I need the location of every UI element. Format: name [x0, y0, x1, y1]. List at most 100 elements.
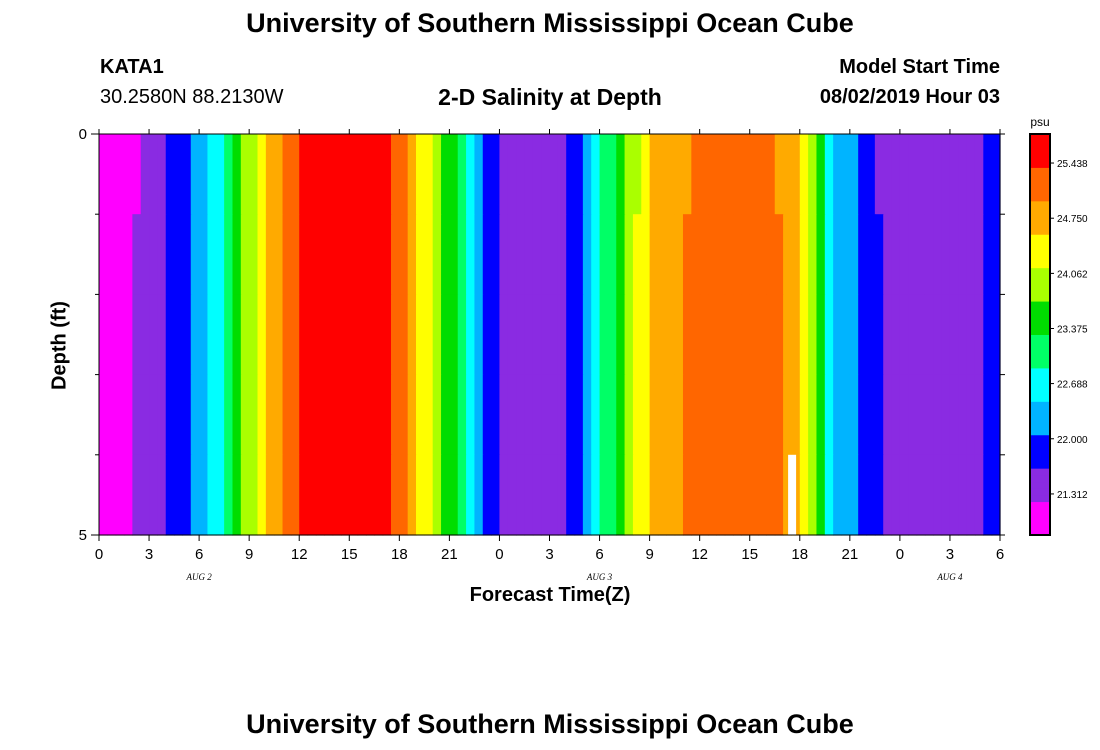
- heatmap-cell: [824, 374, 834, 456]
- heatmap-cell: [491, 374, 501, 456]
- heatmap-cell: [541, 374, 551, 456]
- heatmap-cell: [749, 374, 759, 456]
- heatmap-cell: [324, 214, 334, 295]
- heatmap-cell: [99, 454, 108, 536]
- heatmap-cell: [416, 454, 425, 536]
- heatmap-cell: [240, 454, 250, 536]
- heatmap-cell: [182, 134, 192, 215]
- colorbar-segment: [1030, 514, 1050, 523]
- heatmap-cell: [215, 294, 225, 376]
- heatmap-cell: [808, 214, 818, 295]
- heatmap-cell: [215, 454, 225, 536]
- heatmap-cell: [808, 294, 818, 376]
- colorbar-segment: [1030, 454, 1050, 462]
- heatmap-cell: [199, 454, 209, 536]
- heatmap-cell: [416, 374, 425, 456]
- heatmap-cell: [324, 134, 334, 215]
- heatmap-cell: [716, 214, 726, 295]
- heatmap-cell: [824, 294, 834, 376]
- heatmap-cell: [774, 134, 784, 215]
- colorbar-tick-label: 23.375: [1057, 324, 1088, 335]
- heatmap-cell: [799, 294, 809, 376]
- heatmap-cell: [733, 294, 742, 376]
- heatmap-cell: [182, 214, 192, 295]
- heatmap-cell: [290, 294, 300, 376]
- heatmap-cell: [599, 214, 609, 295]
- colorbar-frame: [1029, 133, 1051, 536]
- heatmap-cell: [249, 454, 259, 536]
- colorbar-segment: [1030, 194, 1050, 202]
- heatmap-cell: [532, 134, 542, 215]
- heatmap-cell: [132, 374, 142, 456]
- heatmap-cell: [507, 294, 517, 376]
- heatmap-cell: [816, 374, 826, 456]
- heatmap-cell: [591, 214, 601, 295]
- colorbar-segment: [1030, 347, 1050, 356]
- date-label: AUG 4: [936, 572, 963, 582]
- x-axis-label: Forecast Time(Z): [469, 584, 631, 606]
- heatmap-cell: [474, 374, 484, 456]
- heatmap-cell: [624, 374, 634, 456]
- heatmap-cell: [949, 374, 959, 456]
- colorbar-segment: [1030, 260, 1050, 269]
- x-tick-label: 0: [95, 546, 103, 563]
- heatmap-cell: [716, 454, 726, 536]
- heatmap-cell: [474, 454, 484, 536]
- heatmap-cell: [941, 214, 951, 295]
- heatmap-cell: [516, 454, 526, 536]
- colorbar-segment: [1030, 314, 1050, 322]
- heatmap-cell: [632, 454, 642, 536]
- heatmap-cell: [899, 454, 909, 536]
- heatmap-cell: [549, 214, 559, 295]
- heatmap-cell: [783, 134, 793, 215]
- heatmap-cell: [641, 454, 651, 536]
- heatmap-cell: [365, 454, 375, 536]
- heatmap-cell: [324, 374, 334, 456]
- colorbar-segment: [1030, 367, 1050, 376]
- heatmap-cell: [432, 294, 442, 376]
- heatmap-cell: [799, 454, 809, 536]
- heatmap-cell: [524, 454, 534, 536]
- heatmap-cell: [808, 454, 818, 536]
- heatmap-cell: [416, 214, 425, 295]
- heatmap-cell: [407, 294, 417, 376]
- heatmap-cell: [215, 134, 225, 215]
- heatmap-cell: [708, 134, 717, 215]
- heatmap-cell: [507, 454, 517, 536]
- heatmap-cell: [666, 294, 676, 376]
- heatmap-cell: [724, 134, 734, 215]
- heatmap-cell: [699, 374, 709, 456]
- colorbar-segment: [1030, 220, 1050, 229]
- heatmap-cell: [733, 454, 742, 536]
- data-gap-marker: [788, 454, 797, 535]
- heatmap-cell: [115, 374, 125, 456]
- heatmap-cell: [974, 214, 984, 295]
- heatmap-cell: [491, 134, 501, 215]
- heatmap-cell: [149, 454, 158, 536]
- heatmap-cell: [157, 454, 167, 536]
- heatmap-cell: [240, 374, 250, 456]
- x-tick-label: 9: [245, 546, 253, 563]
- heatmap-cell: [307, 214, 317, 295]
- heatmap-cell: [574, 454, 584, 536]
- heatmap-cell: [390, 134, 400, 215]
- heatmap-cell: [674, 134, 684, 215]
- heatmap-cell: [966, 454, 976, 536]
- heatmap-cell: [649, 214, 659, 295]
- heatmap-cell: [491, 454, 501, 536]
- heatmap-cell: [858, 454, 868, 536]
- heatmap-cell: [774, 214, 784, 295]
- heatmap-cell: [124, 134, 133, 215]
- heatmap-cell: [758, 374, 767, 456]
- heatmap-cell: [349, 454, 359, 536]
- x-tick-label: 12: [691, 546, 708, 563]
- heatmap-cell: [649, 374, 659, 456]
- heatmap-cell: [516, 214, 526, 295]
- heatmap-cell: [315, 374, 325, 456]
- heatmap-cell: [891, 374, 901, 456]
- heatmap-cell: [858, 134, 868, 215]
- heatmap-cell: [674, 454, 684, 536]
- colorbar-segment: [1030, 274, 1050, 282]
- heatmap-cell: [966, 134, 976, 215]
- heatmap-cell: [924, 454, 934, 536]
